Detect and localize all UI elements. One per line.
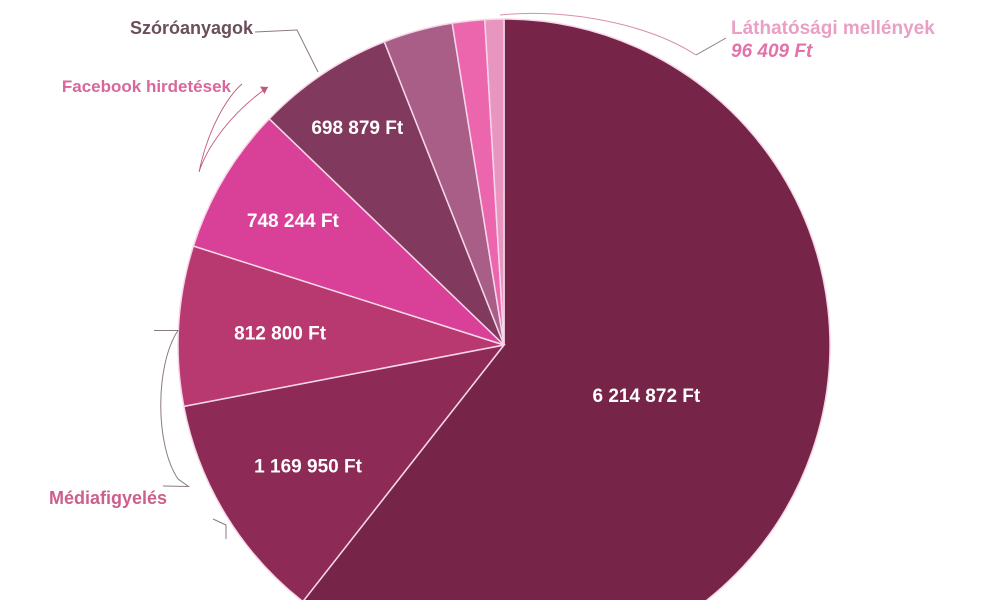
svg-text:Facebook hirdetések: Facebook hirdetések <box>62 77 232 96</box>
svg-text:6 214 872 Ft: 6 214 872 Ft <box>592 386 700 407</box>
svg-text:748 244 Ft: 748 244 Ft <box>247 211 340 232</box>
svg-text:96 409 Ft: 96 409 Ft <box>731 41 813 62</box>
svg-text:1 169 950 Ft: 1 169 950 Ft <box>254 456 362 477</box>
svg-text:Médiafigyelés: Médiafigyelés <box>49 488 167 508</box>
svg-text:812 800 Ft: 812 800 Ft <box>234 324 327 345</box>
svg-text:Szóróanyagok: Szóróanyagok <box>130 18 254 38</box>
svg-text:Láthatósági mellények: Láthatósági mellények <box>731 18 935 39</box>
svg-text:698 879 Ft: 698 879 Ft <box>311 118 404 139</box>
